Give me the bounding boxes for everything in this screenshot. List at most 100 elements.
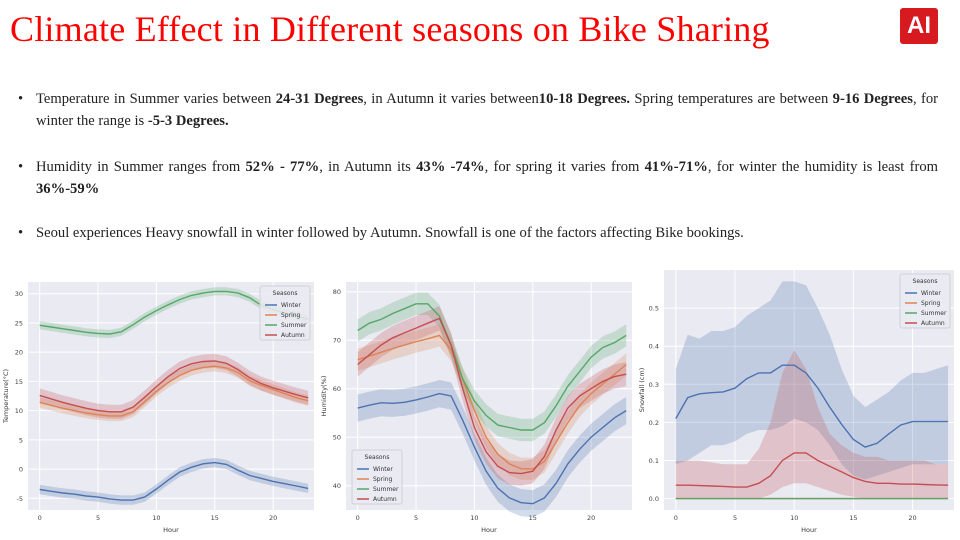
confidence-band-summer	[39, 287, 309, 339]
bullet-list: • Temperature in Summer varies between 24…	[18, 88, 938, 268]
bullet-item: • Seoul experiences Heavy snowfall in win…	[18, 222, 938, 244]
bullet-text: , in Autumn it varies between	[363, 91, 539, 107]
legend-title: Seasons	[365, 454, 390, 461]
y-tick-label: 0.0	[649, 495, 659, 503]
bullet-text: , for winter the humidity is least from	[707, 159, 938, 175]
y-tick-label: 20	[15, 349, 23, 357]
series-line-winter	[357, 392, 627, 505]
bullet-text: Temperature in Summer varies between	[36, 91, 276, 107]
bullet-highlight: 9-16 Degrees	[832, 91, 913, 107]
y-tick-label: 50	[333, 434, 341, 442]
bullet-item: • Temperature in Summer varies between 24…	[18, 88, 938, 132]
temperature-chart: -5 0 5 10 15 20 25 30 0 5 10 15 20 Hour Temperature(°C…	[0, 278, 318, 540]
y-tick-label: -5	[17, 495, 23, 503]
x-tick-label: 0	[356, 514, 360, 522]
bullet-highlight: 24-31 Degrees	[275, 91, 364, 107]
legend-label: Summer	[921, 310, 947, 317]
bullet-highlight: 41%-71%	[644, 159, 708, 175]
y-tick-label: 0.2	[649, 419, 659, 427]
legend-label: Autumn	[373, 496, 397, 503]
series-line-spring	[39, 365, 309, 417]
legend-label: Spring	[281, 312, 301, 319]
x-tick-label: 10	[790, 514, 798, 522]
series-line-winter	[39, 461, 309, 501]
x-tick-label: 5	[414, 514, 418, 522]
bullet-dot-icon: •	[18, 91, 24, 107]
bullet-dot-icon: •	[18, 225, 24, 241]
legend: Seasons Winter Spring Summer Autumn	[259, 285, 311, 341]
legend-label: Autumn	[921, 320, 945, 327]
x-tick-label: 0	[38, 514, 42, 522]
y-tick-label: 80	[333, 288, 341, 296]
x-tick-label: 20	[908, 514, 916, 522]
series-line-summer	[357, 303, 627, 431]
y-tick-label: 0.4	[649, 343, 659, 351]
y-tick-label: 25	[15, 319, 23, 327]
series-line-autumn	[357, 317, 627, 475]
y-tick-label: 0.1	[649, 457, 659, 465]
y-tick-label: 10	[15, 407, 23, 415]
confidence-band-winter	[39, 458, 309, 505]
y-axis-label: Humidity(%)	[320, 376, 328, 417]
x-tick-label: 0	[674, 514, 678, 522]
x-axis-label: Hour	[163, 526, 179, 534]
legend-label: Spring	[921, 300, 941, 307]
y-tick-label: 30	[15, 290, 23, 298]
legend-box	[899, 273, 951, 329]
bullet-text: Spring temperatures are between	[630, 91, 833, 107]
y-axis-label: Snowfall (cm)	[638, 368, 646, 412]
bullet-highlight: 43% -74%	[416, 159, 485, 175]
series-line-autumn	[675, 452, 949, 488]
bullet-highlight: 10-18 Degrees.	[538, 91, 631, 107]
brand-logo: AI	[900, 8, 938, 44]
legend: Seasons Winter Spring Summer Autumn	[351, 449, 403, 505]
confidence-band-spring	[357, 324, 627, 480]
bullet-highlight: 52% - 77%	[245, 159, 320, 175]
confidence-band-autumn	[39, 353, 309, 419]
x-tick-label: 10	[152, 514, 160, 522]
confidence-band-spring	[39, 360, 309, 422]
y-tick-label: 70	[333, 337, 341, 345]
y-tick-label: 0.3	[649, 381, 659, 389]
x-tick-label: 20	[269, 514, 277, 522]
humidity-chart: 40 50 60 70 80 0 5 10 15 20 Hour Humidity(%) Seasons…	[318, 278, 636, 540]
snowfall-chart: 0.0 0.1 0.2 0.3 0.4 0.5 0 5 10 15 20 Hour Snowfall (…	[636, 266, 960, 540]
y-tick-label: 60	[333, 385, 341, 393]
series-line-winter	[675, 364, 949, 448]
legend-box	[259, 285, 311, 341]
legend-label: Summer	[281, 322, 307, 329]
legend-label: Winter	[921, 290, 941, 297]
bullet-text: , for winter the range is	[36, 91, 938, 129]
x-tick-label: 5	[733, 514, 737, 522]
legend: Seasons Winter Spring Summer Autumn	[899, 273, 951, 329]
chart-svg: 0.0 0.1 0.2 0.3 0.4 0.5 0 5 10 15 20 Hour Snowfall (…	[638, 270, 954, 534]
confidence-band-summer	[357, 292, 627, 442]
chart-svg: 40 50 60 70 80 0 5 10 15 20 Hour Humidity(%) Seasons…	[320, 282, 632, 534]
bullet-highlight: 36%-59%	[36, 181, 100, 197]
confidence-band-autumn	[675, 350, 949, 499]
legend-title: Seasons	[913, 278, 938, 285]
bullet-text: Seoul experiences Heavy snowfall in wint…	[36, 225, 744, 241]
legend-label: Spring	[373, 476, 393, 483]
y-tick-label: 15	[15, 378, 23, 386]
legend-box	[351, 449, 403, 505]
legend-title: Seasons	[273, 290, 298, 297]
x-tick-label: 15	[849, 514, 857, 522]
y-tick-label: 0	[19, 466, 23, 474]
bullet-dot-icon: •	[18, 159, 24, 175]
x-tick-label: 15	[211, 514, 219, 522]
confidence-band-winter	[357, 380, 627, 518]
y-tick-label: 40	[333, 482, 341, 490]
series-line-autumn	[39, 360, 309, 413]
y-axis-label: Temperature(°C)	[2, 369, 10, 424]
legend-label: Summer	[373, 486, 399, 493]
x-tick-label: 20	[587, 514, 595, 522]
x-tick-label: 5	[96, 514, 100, 522]
x-axis-label: Hour	[801, 526, 817, 534]
bullet-item: • Humidity in Summer ranges from 52% - 77…	[18, 156, 938, 200]
bullet-text: , in Autumn its	[319, 159, 417, 175]
bullet-text: , for spring it varies from	[484, 159, 645, 175]
x-axis-label: Hour	[481, 526, 497, 534]
legend-label: Autumn	[281, 332, 305, 339]
bullet-text: Humidity in Summer ranges from	[36, 159, 246, 175]
